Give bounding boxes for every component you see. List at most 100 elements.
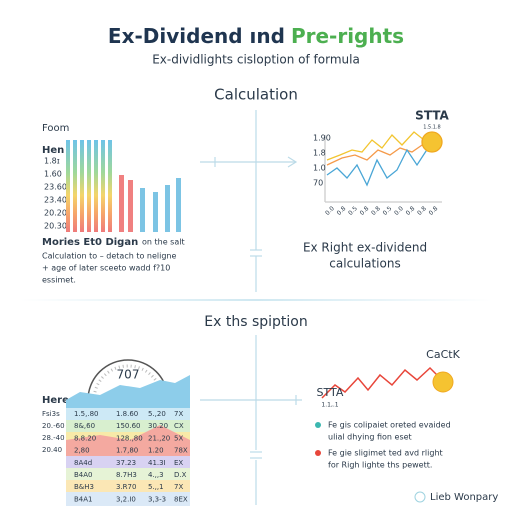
table-background: [66, 375, 190, 506]
cell: 3,2.I0: [116, 495, 136, 503]
row-label: 23.60: [44, 183, 67, 192]
cell: 7X: [174, 410, 183, 418]
cell: 1.5,.80: [74, 410, 99, 418]
cell: 2,80: [74, 447, 90, 455]
row-label: 1.60: [44, 170, 62, 179]
cell: 30.20: [148, 422, 168, 430]
cell: 8EX: [174, 495, 188, 503]
caption-lines: Calculation to – detach to neligne + age …: [42, 252, 177, 285]
label: Foom: [42, 123, 69, 134]
connectors: [200, 110, 302, 505]
cell: 8A4d: [74, 459, 92, 467]
caption: on the salt: [142, 238, 185, 247]
row-label: 20.20: [44, 209, 67, 218]
legend: Fe gis colipaiet oreted evaided ulial dhy…: [328, 421, 451, 470]
cell: 3.R70: [116, 483, 136, 491]
row-label: 20.40: [42, 446, 62, 454]
badge: STTA: [317, 386, 344, 399]
legend-text: Fe gis colipaiet oreted evaided: [328, 421, 451, 430]
badge: CaCtK: [426, 348, 460, 361]
row-label: 28.-40: [42, 434, 65, 442]
section-heading: Ex ths spiption: [204, 314, 307, 330]
badge-sub: 1.5.1.8: [423, 125, 441, 131]
cell: 1.7,80: [116, 447, 138, 455]
label: Here: [42, 395, 69, 406]
title: Ex-Dividend ınd Pre-rights: [108, 24, 404, 48]
caption-line: calculations: [329, 257, 400, 271]
caption-line: + age of later sceeto wadd f?10: [42, 264, 170, 273]
legend-text: for Righ lighte ths pewett.: [328, 461, 432, 470]
cell: 78X: [174, 447, 188, 455]
table: Fsi3s 20.-60 28.-40 20.40 1.5,.80 1.8.60 5.,20…: [42, 410, 188, 503]
x-label: 0.8: [359, 205, 371, 217]
badge: STTA: [415, 109, 449, 123]
caption-lines: Ex Right ex-dividend calculations: [303, 241, 427, 271]
row-label: 1.8ɪ: [44, 157, 60, 166]
x-label: 0.8: [428, 205, 440, 217]
row-label: Fsi3s: [42, 410, 60, 418]
x-labels: 0.0 0.8 0.5 0.8 0.8 0.5 0.0 0.8 0.8 0.8: [324, 205, 439, 217]
x-label: 0.8: [336, 205, 348, 217]
cell: 150.60: [116, 422, 141, 430]
legend-text: Fe gie sligimet ted avd rlight: [328, 449, 443, 458]
cell: 8&,60: [74, 422, 95, 430]
separator: [20, 299, 492, 301]
y-label: 1.8: [313, 149, 326, 158]
label: Hen: [42, 145, 64, 156]
x-label: 0.5: [382, 205, 394, 217]
legend-dot: [315, 450, 321, 456]
caption-line: Calculation to – detach to neligne: [42, 252, 177, 261]
y-label: 1.0: [313, 164, 326, 173]
cell: 5.,,1: [148, 483, 164, 491]
cell: 41.3I: [148, 459, 166, 467]
cell: 128.,80: [116, 434, 143, 442]
row-label: 20.30: [44, 222, 67, 231]
x-label: 0.8: [416, 205, 428, 217]
cell: 3,3-3: [148, 495, 166, 503]
cell: B4A1: [74, 495, 93, 503]
cell: CX: [174, 422, 184, 430]
subtitle: Ex-dividlights cisloption of formula: [152, 53, 360, 67]
line-illustration: [321, 366, 454, 399]
x-label: 0.0: [393, 205, 405, 217]
caption-line: essimet.: [42, 276, 76, 285]
x-label: 0.8: [370, 205, 382, 217]
cell: 37.23: [116, 459, 136, 467]
cell: 4.,,3: [148, 471, 164, 479]
y-labels: 1.90 1.8 1.0 70: [313, 134, 331, 188]
cell: 8.7H3: [116, 471, 137, 479]
cell: 5X: [174, 434, 183, 442]
title-accent: Pre-rights: [291, 24, 404, 48]
brand: Lieb Wonpary: [430, 492, 498, 503]
row-label: 20.-60: [42, 422, 65, 430]
caption-title: Mories Et0 Digan: [42, 237, 138, 248]
cell: 8.8.20: [74, 434, 96, 442]
cell: D.X: [174, 471, 187, 479]
gauge-value: 707: [117, 368, 140, 382]
legend-text: ulial dhying fion eset: [328, 433, 412, 442]
x-label: 0.8: [405, 205, 417, 217]
cell: B4A0: [74, 471, 93, 479]
cell: EX: [174, 459, 183, 467]
title-main: Ex-Dividend ınd: [108, 24, 285, 48]
cell: 5.,20: [148, 410, 166, 418]
cell: 21.,20: [148, 434, 170, 442]
x-label: 0.0: [324, 205, 336, 217]
cell: 1.20: [148, 447, 164, 455]
legend-dot: [315, 422, 321, 428]
caption-line: Ex Right ex-dividend: [303, 241, 427, 255]
row-labels: 1.8ɪ 1.60 23.60 23.40 20.20 20.30: [44, 157, 67, 231]
cell: 1.8.60: [116, 410, 138, 418]
y-label: 1.90: [313, 134, 331, 143]
brand-icon: [414, 491, 426, 503]
cell: B&H3: [74, 483, 94, 491]
bar-illustration: [66, 140, 181, 232]
cell: 7X: [174, 483, 183, 491]
section-heading: Calculation: [214, 86, 298, 104]
badge-sub: 1.1,.1: [321, 402, 338, 409]
y-label: 70: [313, 179, 323, 188]
x-label: 0.5: [347, 205, 359, 217]
line-illustration: [324, 131, 443, 203]
row-label: 23.40: [44, 196, 67, 205]
